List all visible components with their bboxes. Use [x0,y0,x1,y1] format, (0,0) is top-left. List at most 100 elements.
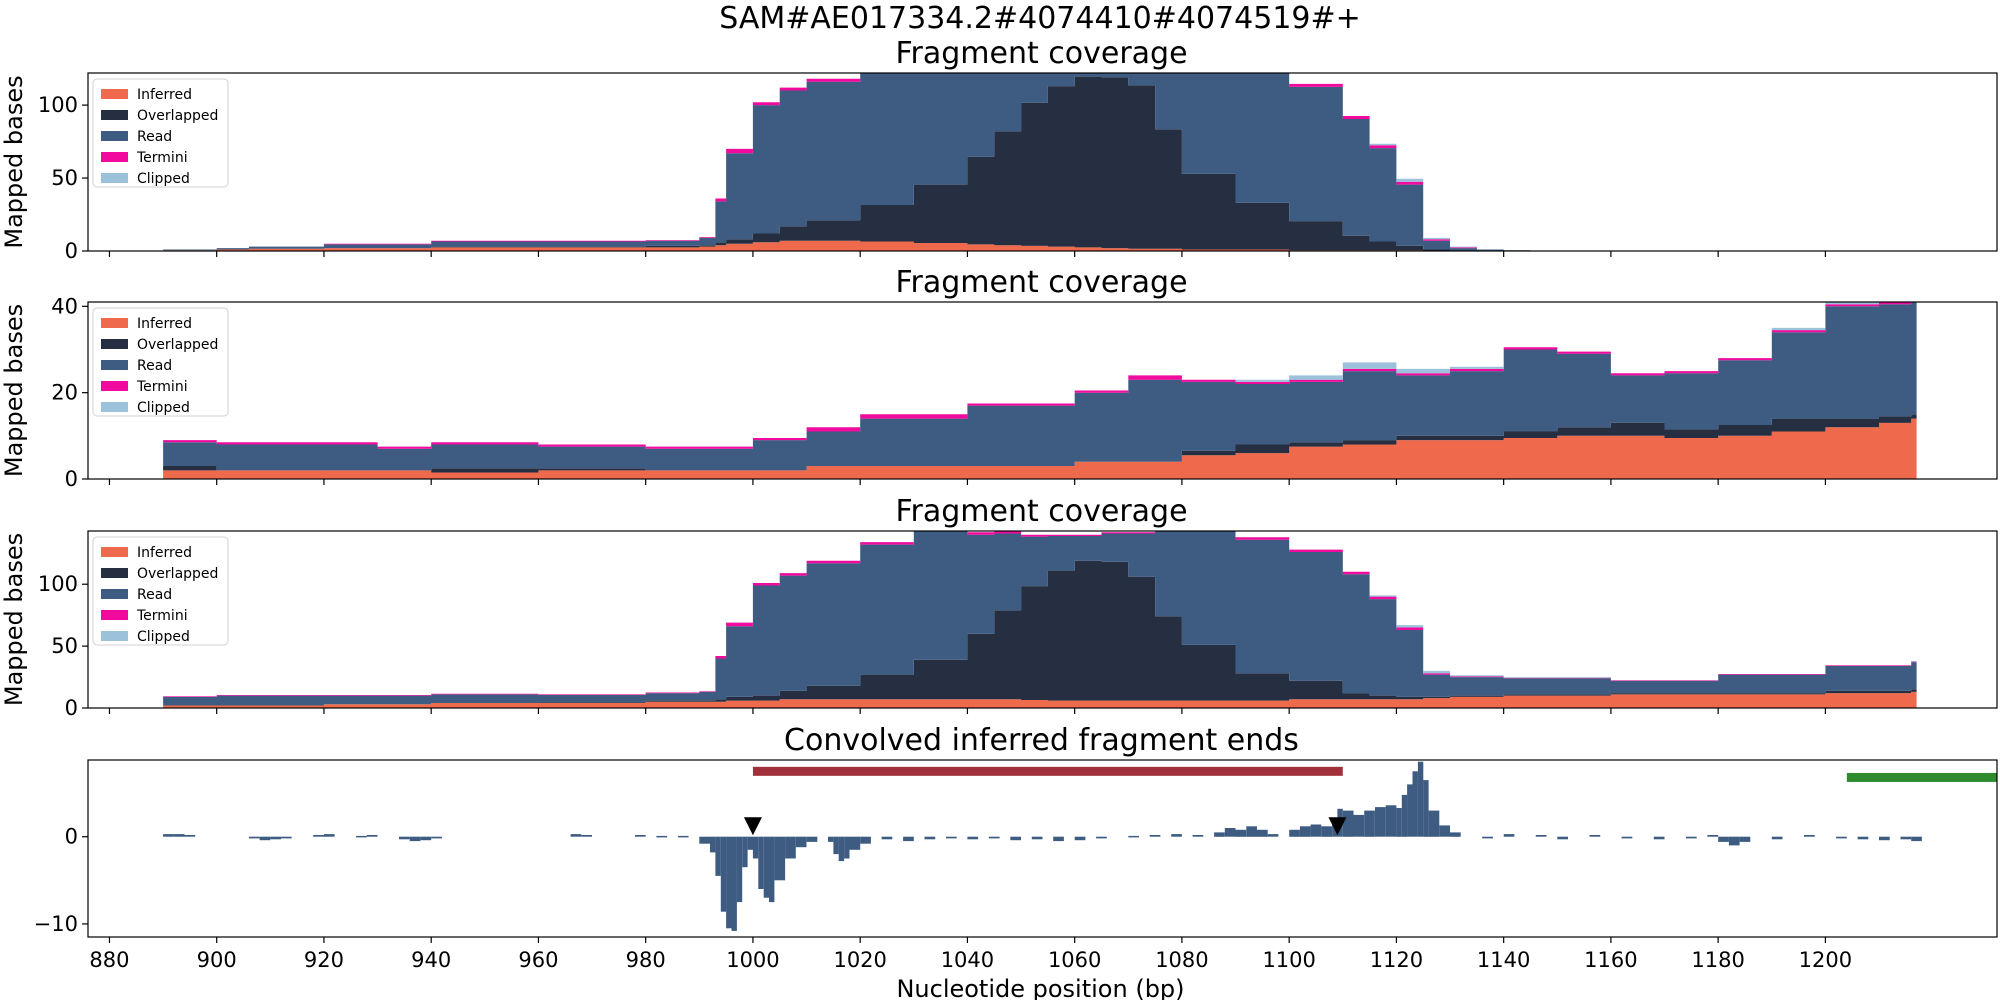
conv-bar [1739,836,1751,842]
panel-2: 0 20 40 Fragment coverage Mapped bases Inferr… [0,265,1998,491]
x-tick-label: 1140 [1477,948,1530,972]
legend-label-clipped: Clipped [137,629,190,645]
conv-bar [259,836,271,841]
legend-label-read: Read [137,129,172,145]
conv-bar [1686,836,1697,839]
conv-bar [849,836,861,850]
conv-bar [769,836,775,903]
conv-bar [1289,829,1300,837]
y-tick-label: 100 [38,572,78,596]
conv-bar [747,836,753,850]
conv-bar [1836,836,1847,839]
legend-swatch-overlapped [101,110,128,120]
legend-label-overlapped: Overlapped [137,337,218,353]
x-axis-label: Nucleotide position (bp) [896,975,1184,1000]
legend-swatch-read [101,131,128,141]
x-tick-label: 980 [626,948,666,972]
legend: Inferred Overlapped Read Termini Clipped [92,78,229,188]
series-area-inferred [163,418,1917,479]
conv-bar [699,836,710,844]
legend-swatch-clipped [101,631,128,641]
x-tick-label: 1040 [941,948,994,972]
conv-bar [731,836,737,931]
conv-bar [726,836,732,929]
conv-bar [656,835,668,838]
y-tick-label: 0 [65,467,78,491]
legend-label-read: Read [137,587,172,603]
legend-swatch-overlapped [101,339,128,349]
conv-bar [715,836,721,876]
conv-bar [677,835,689,838]
y-tick-label: −10 [34,912,78,936]
panel-4: −10 0 880 900 920 940 960 980 1000 1020 1040 1060 10… [34,723,1998,1000]
conv-bar [1171,834,1182,837]
conv-bar [1707,835,1719,837]
legend-swatch-inferred [101,547,128,557]
x-tick-label: 900 [197,948,237,972]
y-tick-label: 0 [65,825,78,849]
y-tick-label: 0 [65,696,78,720]
series-area-inferred [109,240,1536,251]
legend-label-read: Read [137,358,172,374]
x-tick-label: 920 [304,948,344,972]
legend-swatch-termini [101,381,128,391]
conv-bar [1728,836,1740,846]
x-tick-label: 1160 [1584,948,1637,972]
conv-bar [1589,835,1601,837]
conv-bar [1267,834,1279,837]
x-tick-label: 880 [89,948,129,972]
conv-bar [356,835,367,838]
legend-swatch-termini [101,610,128,620]
legend-label-inferred: Inferred [137,87,192,103]
conv-bar [785,836,796,859]
conv-bar [806,836,818,842]
y-tick-label: 0 [65,239,78,263]
conv-bar [1423,780,1429,837]
legend-label-overlapped: Overlapped [137,566,218,582]
conv-bar [838,836,845,862]
conv-bar [881,836,893,840]
conv-bar [1621,836,1633,839]
panel-title: Fragment coverage [895,494,1187,529]
conv-bar [1299,826,1311,837]
legend-label-termini: Termini [136,150,188,166]
conv-bar [1535,835,1547,837]
conv-bar [1417,761,1424,837]
triangle-marker [743,817,762,836]
figure-title: SAM#AE017334.2#4074410#4074519#+ [719,1,1361,36]
conv-bar [1257,829,1268,837]
legend-label-clipped: Clipped [137,171,190,187]
conv-bar [736,836,743,903]
legend: Inferred Overlapped Read Termini Clipped [92,536,229,646]
conv-bar [281,836,292,839]
legend-swatch-inferred [101,89,128,99]
region-bar-red [752,766,1343,776]
conv-bar [1385,805,1397,837]
conv-bar [1653,836,1665,840]
conv-bar [946,836,957,839]
conv-bar [1149,835,1161,837]
x-tick-label: 940 [411,948,451,972]
series-area-read [109,73,1536,251]
legend-label-inferred: Inferred [137,545,192,561]
conv-bar [1031,836,1043,840]
y-axis-label: Mapped bases [0,533,28,706]
panel-title: Fragment coverage [895,36,1187,71]
conv-bar [173,834,185,837]
conv-bar [184,835,196,837]
conv-bar [720,836,727,912]
region-bar-green [1846,772,1997,782]
x-tick-label: 1180 [1691,948,1744,972]
conv-bar [924,836,936,840]
conv-bar [1879,836,1890,841]
y-axis-label: Mapped bases [0,75,28,248]
y-tick-label: 40 [51,294,78,318]
y-axis-label: Mapped bases [0,304,28,477]
legend-swatch-read [101,589,128,599]
conv-bar [248,836,260,839]
conv-bar [581,835,592,837]
conv-bar [742,836,748,868]
